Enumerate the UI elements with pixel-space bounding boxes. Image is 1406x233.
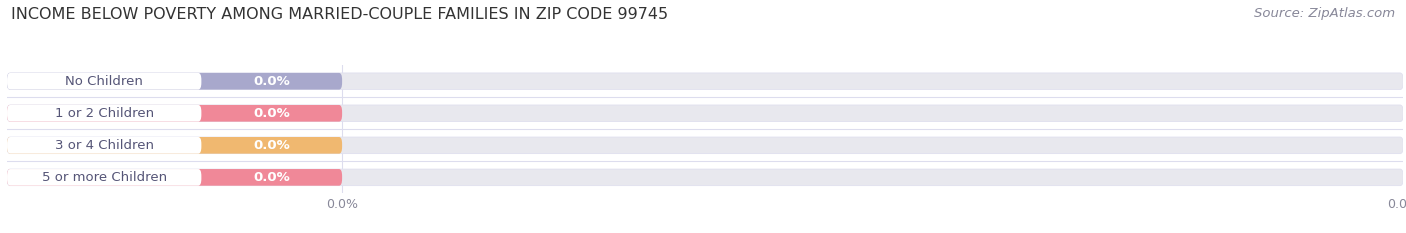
FancyBboxPatch shape: [7, 73, 201, 90]
FancyBboxPatch shape: [7, 169, 1403, 186]
FancyBboxPatch shape: [7, 105, 201, 122]
FancyBboxPatch shape: [7, 105, 1403, 122]
Text: INCOME BELOW POVERTY AMONG MARRIED-COUPLE FAMILIES IN ZIP CODE 99745: INCOME BELOW POVERTY AMONG MARRIED-COUPL…: [11, 7, 668, 22]
Text: 3 or 4 Children: 3 or 4 Children: [55, 139, 153, 152]
FancyBboxPatch shape: [7, 137, 201, 154]
FancyBboxPatch shape: [7, 105, 342, 122]
FancyBboxPatch shape: [7, 73, 342, 90]
Text: 5 or more Children: 5 or more Children: [42, 171, 167, 184]
FancyBboxPatch shape: [7, 73, 1403, 90]
Text: 0.0%: 0.0%: [253, 107, 290, 120]
Text: Source: ZipAtlas.com: Source: ZipAtlas.com: [1254, 7, 1395, 20]
FancyBboxPatch shape: [7, 169, 342, 186]
Text: No Children: No Children: [65, 75, 143, 88]
Text: 1 or 2 Children: 1 or 2 Children: [55, 107, 153, 120]
FancyBboxPatch shape: [7, 169, 201, 186]
FancyBboxPatch shape: [7, 137, 342, 154]
Text: 0.0%: 0.0%: [253, 171, 290, 184]
Text: 0.0%: 0.0%: [253, 139, 290, 152]
FancyBboxPatch shape: [7, 137, 1403, 154]
Text: 0.0%: 0.0%: [253, 75, 290, 88]
